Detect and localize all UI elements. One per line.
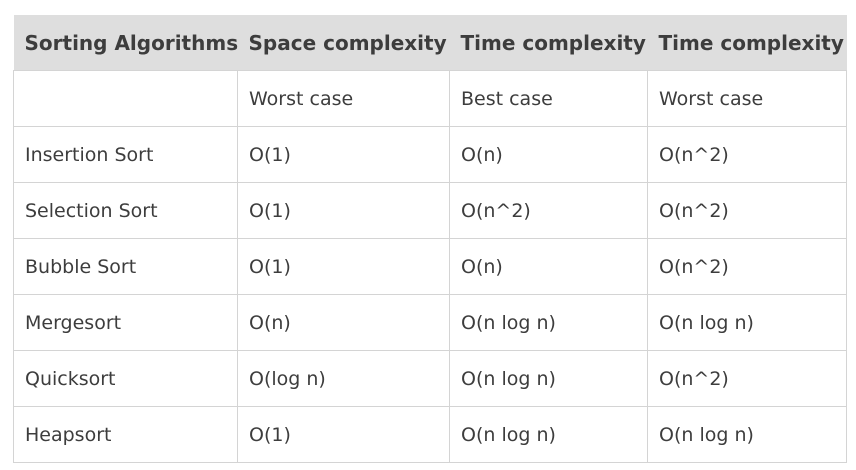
table-row: Insertion Sort O(1) O(n) O(n^2) [13, 126, 847, 183]
table-cell: O(n log n) [647, 406, 847, 463]
table-cell: O(n^2) [449, 182, 648, 239]
header-time-complexity-best: Time complexity [449, 15, 648, 71]
table-cell: O(n^2) [647, 238, 847, 295]
table-row: Selection Sort O(1) O(n^2) O(n^2) [13, 182, 847, 239]
table-cell: O(1) [237, 238, 450, 295]
table-cell: Worst case [647, 70, 847, 127]
table-cell: O(n) [237, 294, 450, 351]
complexity-table-container: Sorting Algorithms Space complexity Time… [13, 15, 847, 463]
table-cell: O(n^2) [647, 126, 847, 183]
table-cell: O(n^2) [647, 182, 847, 239]
table-cell: Worst case [237, 70, 450, 127]
table-cell: O(n^2) [647, 350, 847, 407]
table-cell: Bubble Sort [13, 238, 238, 295]
table-cell: O(n log n) [449, 294, 648, 351]
table-row: Bubble Sort O(1) O(n) O(n^2) [13, 238, 847, 295]
table-cell: O(1) [237, 126, 450, 183]
table-row: Mergesort O(n) O(n log n) O(n log n) [13, 294, 847, 351]
header-row: Sorting Algorithms Space complexity Time… [13, 15, 847, 71]
table-cell [13, 70, 238, 127]
table-cell: O(n log n) [449, 350, 648, 407]
table-cell: O(1) [237, 406, 450, 463]
header-time-complexity-worst: Time complexity [647, 15, 847, 71]
table-row: Heapsort O(1) O(n log n) O(n log n) [13, 406, 847, 463]
table-cell: O(n) [449, 126, 648, 183]
header-sorting-algorithms: Sorting Algorithms [13, 15, 238, 71]
table-cell: O(n log n) [449, 406, 648, 463]
sorting-complexity-table: Sorting Algorithms Space complexity Time… [13, 15, 847, 463]
table-cell: Heapsort [13, 406, 238, 463]
table-cell: Mergesort [13, 294, 238, 351]
table-cell: O(log n) [237, 350, 450, 407]
table-cell: O(1) [237, 182, 450, 239]
table-cell: O(n) [449, 238, 648, 295]
header-space-complexity: Space complexity [237, 15, 450, 71]
table-cell: Quicksort [13, 350, 238, 407]
table-cell: Selection Sort [13, 182, 238, 239]
table-row-subheader: Worst case Best case Worst case [13, 70, 847, 127]
table-cell: O(n log n) [647, 294, 847, 351]
table-cell: Best case [449, 70, 648, 127]
table-row: Quicksort O(log n) O(n log n) O(n^2) [13, 350, 847, 407]
table-cell: Insertion Sort [13, 126, 238, 183]
